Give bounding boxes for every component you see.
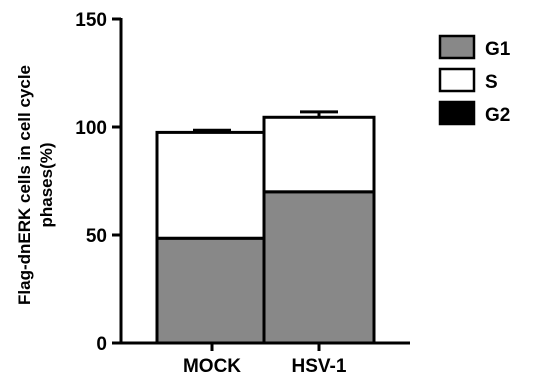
bar-segment-s [155, 130, 269, 240]
x-tick-label: HSV-1 [292, 356, 347, 377]
y-tick-label: 100 [75, 118, 107, 139]
bars [155, 110, 376, 345]
y-axis-title-line2: phases(%) [37, 142, 56, 227]
bar-segment-s [262, 115, 376, 194]
y-tick-label: 50 [86, 226, 107, 247]
legend-label-g2: G2 [485, 105, 510, 126]
legend: G1 S G2 [438, 34, 511, 126]
x-tick-label: MOCK [183, 356, 241, 377]
legend-label-g1: G1 [485, 39, 511, 60]
y-axis-title: Flag-dnERK cells in cell cycle phases(%) [15, 65, 56, 305]
bar-segment-g1 [262, 190, 376, 345]
legend-label-s: S [485, 72, 498, 93]
legend-swatch-g2 [438, 100, 476, 126]
bar-segment-g1 [155, 236, 269, 345]
legend-swatch-s [438, 67, 476, 93]
legend-swatch-g1 [438, 34, 476, 60]
y-axis-title-line1: Flag-dnERK cells in cell cycle [15, 65, 34, 305]
y-tick-label: 0 [96, 334, 107, 355]
y-tick-label: 150 [75, 10, 107, 31]
